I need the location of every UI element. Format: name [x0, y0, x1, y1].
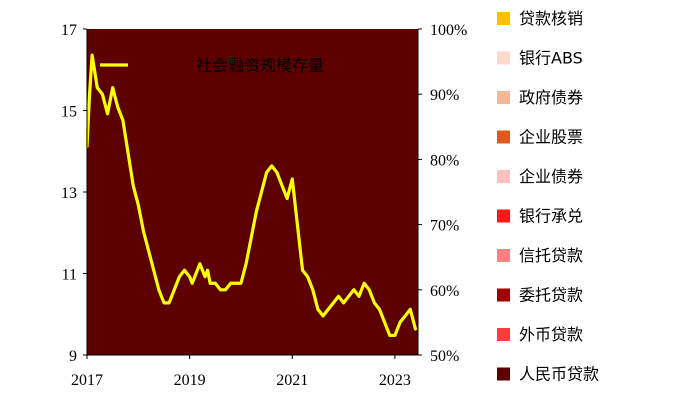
legend-swatch: [497, 249, 510, 262]
right-tick-label: 50%: [430, 348, 459, 365]
legend-label: 政府债券: [519, 88, 583, 107]
left-tick-label: 9: [69, 348, 77, 365]
left-tick-label: 11: [62, 267, 77, 284]
left-tick-label: 17: [61, 22, 77, 39]
legend-swatch: [497, 209, 510, 223]
x-tick-label: 2021: [276, 372, 308, 389]
left-tick-label: 13: [61, 185, 77, 202]
right-tick-label: 70%: [430, 218, 459, 235]
area-人民币贷款: [87, 29, 418, 355]
legend-swatch: [497, 130, 510, 144]
right-tick-label: 100%: [430, 22, 467, 39]
right-tick-label: 60%: [430, 283, 459, 300]
axes-layer: 9 11 13 15 17 50% 60% 70% 80% 90% 100% 2017 2019 2021…: [61, 22, 467, 389]
legend-label: 银行承兑: [519, 207, 583, 226]
legend-swatch: [497, 367, 510, 381]
legend-label: 企业债券: [519, 167, 583, 186]
legend-label: 企业股票: [519, 128, 583, 147]
annotation-layer: 社会融资规模存量: [100, 56, 324, 75]
line-series-layer: [85, 53, 418, 338]
x-tick-label: 2017: [71, 372, 103, 389]
legend-swatch: [497, 288, 510, 302]
legend-swatch: [497, 170, 510, 183]
legend-label: 人民币贷款: [519, 365, 599, 384]
legend-swatch: [497, 91, 510, 104]
legend-swatch: [497, 12, 510, 25]
left-tick-label: 15: [61, 104, 77, 121]
legend-label: 贷款核销: [519, 9, 583, 28]
legend-swatch: [497, 51, 510, 65]
right-tick-label: 80%: [430, 152, 459, 169]
legend-label: 信托贷款: [519, 246, 583, 265]
x-tick-label: 2023: [379, 372, 411, 389]
legend-label: 委托贷款: [519, 286, 583, 305]
line-series-social-financing: [85, 53, 418, 338]
legend-label: 外币贷款: [519, 325, 583, 344]
legend-swatch: [497, 328, 510, 341]
right-tick-label: 90%: [430, 87, 459, 104]
legend-label: 银行ABS: [519, 49, 583, 68]
annotation-label: 社会融资规模存量: [196, 56, 324, 75]
x-tick-label: 2019: [174, 372, 206, 389]
area-series-layer: [87, 29, 418, 355]
